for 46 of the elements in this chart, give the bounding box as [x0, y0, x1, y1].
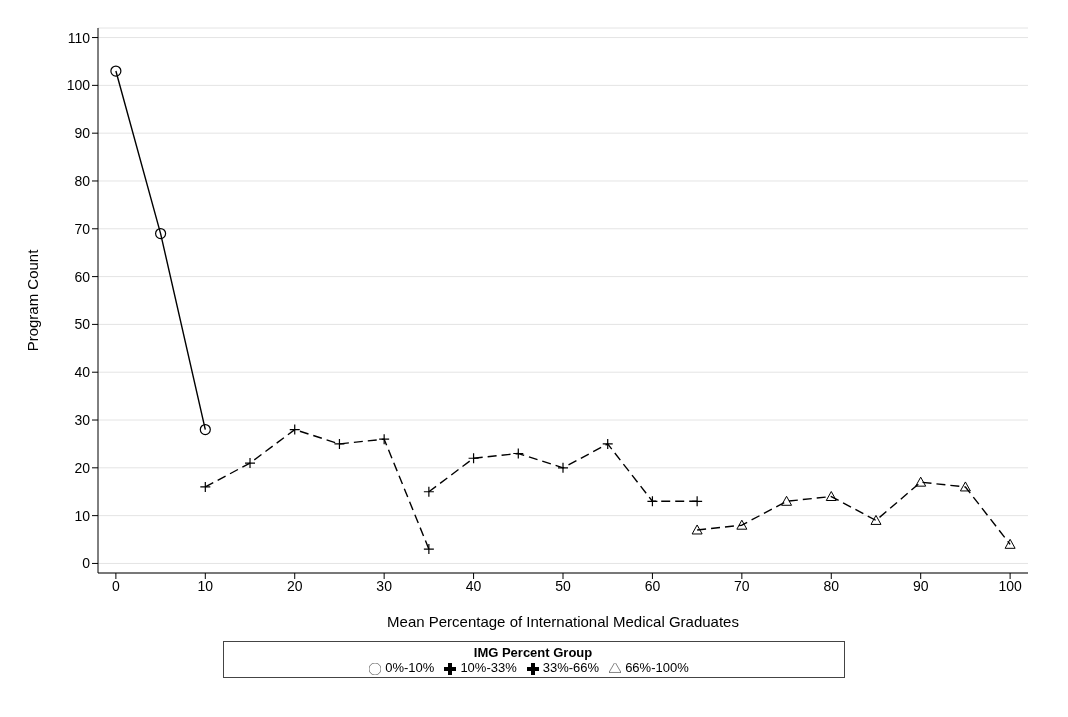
- y-tick-label: 100: [66, 77, 91, 94]
- legend-label: 10%-33%: [460, 660, 517, 675]
- legend-label: 66%-100%: [625, 660, 689, 675]
- y-axis-title: Program Count: [24, 248, 42, 352]
- x-tick-label: 0: [111, 577, 120, 594]
- x-tick-label: 50: [555, 577, 571, 594]
- point: [1004, 538, 1016, 549]
- y-tick-label: 110: [67, 29, 91, 46]
- y-tick-label: 0: [82, 555, 91, 572]
- y-tick-label: 60: [74, 268, 91, 285]
- y-tick-label: 90: [74, 125, 91, 142]
- legend-label: 0%-10%: [385, 660, 435, 675]
- x-axis-title: Mean Percentage of International Medical Graduates: [387, 613, 739, 630]
- y-tick-label: 30: [74, 411, 91, 428]
- x-tick-label: 10: [197, 577, 214, 594]
- x-tick-label: 70: [734, 577, 750, 594]
- x-tick-label: 80: [823, 577, 840, 594]
- y-tick-label: 50: [74, 316, 91, 333]
- point: [915, 476, 927, 487]
- point: [825, 491, 837, 502]
- y-tick-label: 10: [74, 507, 91, 524]
- x-tick-label: 60: [644, 577, 661, 594]
- point: [423, 486, 435, 498]
- y-tick-label: 70: [74, 220, 91, 237]
- point: [199, 423, 211, 436]
- point: [467, 452, 480, 464]
- point: [289, 423, 301, 436]
- point: [870, 514, 882, 525]
- point: [959, 481, 971, 492]
- x-tick-label: 30: [376, 577, 393, 594]
- point: [155, 227, 167, 240]
- point: [781, 495, 793, 506]
- legend-title: IMG Percent Group: [472, 645, 594, 660]
- x-tick-label: 20: [286, 577, 303, 594]
- point: [110, 65, 122, 77]
- y-tick-label: 20: [74, 459, 91, 476]
- x-tick-label: 90: [912, 577, 929, 594]
- y-tick-label: 80: [74, 172, 91, 189]
- x-tick-label: 100: [998, 577, 1023, 594]
- x-tick-label: 40: [465, 577, 482, 594]
- point: [736, 519, 748, 530]
- y-tick-label: 40: [74, 364, 91, 381]
- point: [691, 524, 703, 535]
- point: [333, 438, 346, 450]
- legend-label: 33%-66%: [542, 660, 600, 675]
- point: [199, 481, 211, 493]
